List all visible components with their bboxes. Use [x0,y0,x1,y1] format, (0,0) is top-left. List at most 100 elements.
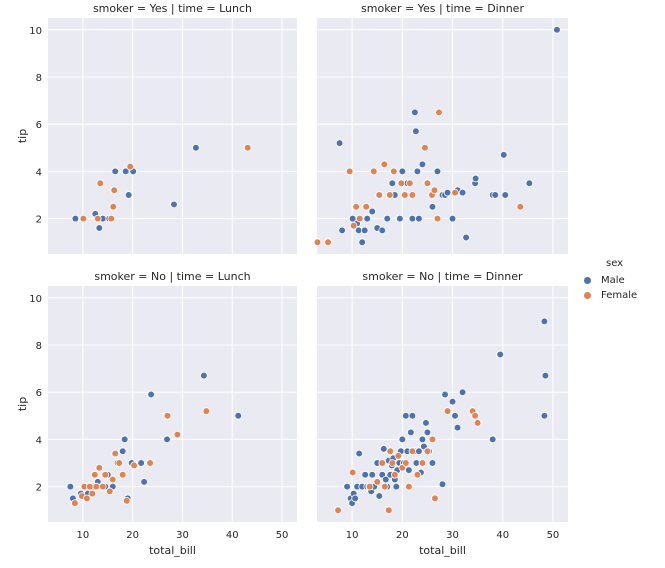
panel-title: smoker = No | time = Dinner [362,270,523,283]
data-point-female [109,203,118,211]
data-point-male [355,449,363,458]
data-point-male [363,214,372,223]
data-point-male [137,459,145,467]
data-point-female [348,468,357,477]
data-point-male [402,411,410,420]
data-point-male [408,214,417,223]
data-point-female [405,482,413,491]
data-point-male [358,238,366,247]
data-point-male [438,480,447,489]
x-tick-label: 20 [126,530,139,541]
data-point-female [163,411,172,420]
data-point-male [499,151,508,159]
data-point-male [338,226,346,235]
x-tick-label: 30 [446,530,459,541]
data-point-female [397,179,406,188]
data-point-female [122,496,131,505]
data-point-male [428,459,437,467]
data-point-female [115,459,124,467]
data-point-female [402,459,410,467]
data-point-female [146,459,154,467]
data-point-female [313,238,322,247]
x-tick-label: 50 [547,530,560,541]
legend-label-male: Male [601,275,625,286]
data-point-male [140,478,148,486]
data-point-male [411,108,419,117]
data-point-male [192,144,200,152]
x-axis-label: total_bill [149,544,196,557]
data-point-male [488,435,497,444]
data-point-female [173,430,182,439]
data-point-female [391,470,399,479]
data-point-female [433,214,442,223]
data-point-female [369,167,378,176]
data-point-female [406,179,414,188]
data-point-female [79,214,88,223]
data-point-male [381,475,390,484]
data-point-male [396,214,404,223]
data-point-female [349,221,358,230]
y-axis-label: tip [16,129,29,143]
y-tick-label: 10 [29,294,42,305]
data-point-male [118,447,127,456]
data-point-male [405,466,413,474]
data-point-male [361,470,369,479]
panel-background [48,18,297,254]
data-point-male [448,397,457,406]
data-point-female [243,144,252,152]
data-point-female [408,447,417,456]
data-point-female [423,447,432,456]
data-point-female [516,203,525,211]
data-point-male [491,191,500,199]
data-point-female [435,108,443,117]
data-point-female [386,447,395,456]
data-point-male [378,226,387,235]
y-tick-label: 2 [36,215,42,226]
data-point-male [375,492,384,500]
data-point-female [352,203,360,211]
data-point-male [124,191,133,199]
data-point-male [443,188,452,197]
data-point-female [71,499,79,507]
data-point-male [147,390,155,399]
data-point-male [471,174,480,183]
data-point-male [121,167,130,176]
data-point-female [110,186,119,195]
data-point-female [107,214,116,223]
data-point-female [390,167,398,176]
y-tick-label: 10 [29,26,42,37]
y-tick-label: 4 [36,167,42,178]
legend-item-female: Female [583,290,637,301]
data-point-female [431,494,439,503]
data-point-male [458,188,467,197]
data-point-male [501,191,510,199]
data-point-female [101,470,110,479]
x-tick-label: 30 [176,530,189,541]
legend-label-female: Female [601,290,638,301]
data-point-female [408,191,417,199]
data-point-male [234,411,243,420]
data-point-male [335,139,344,147]
data-point-male [496,350,505,359]
data-point-male [379,445,388,453]
panel-title: smoker = Yes | time = Dinner [361,2,524,15]
data-point-male [351,494,359,503]
data-point-male [418,160,427,169]
data-point-female [471,411,479,420]
data-point-female [384,506,393,515]
data-point-female [385,191,394,199]
data-point-female [428,435,437,444]
panel-background [317,18,568,254]
data-point-female [96,179,105,188]
data-point-female [111,449,120,458]
data-point-male [71,214,80,223]
data-point-male [343,482,351,491]
legend-marker-female [583,291,592,300]
data-point-male [163,435,171,444]
data-point-male [111,167,120,176]
data-point-female [108,475,117,484]
data-point-male [412,127,420,136]
data-point-male [423,428,432,437]
data-point-female [378,459,387,467]
